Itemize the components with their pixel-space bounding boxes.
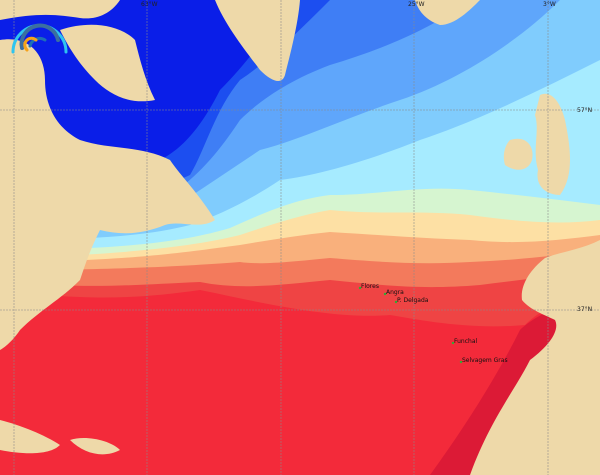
place-funchal[interactable]: Funchal [451,338,478,345]
place-ponta-delgada[interactable]: P. Delgada [394,297,429,304]
place-selvagem-grande[interactable]: Selvagem Gras [459,357,508,364]
longitude-label: 25°W [408,1,425,8]
land-hispaniola [70,438,120,455]
longitude-label: 3°W [543,1,556,8]
svg-text:Angra: Angra [386,289,404,296]
longitude-label: 63°W [141,1,158,8]
land-great-britain [535,93,570,195]
place-angra[interactable]: Angra [383,289,404,296]
land-europe-africa [470,0,600,475]
latitude-label: 37°N [577,306,592,313]
land-greenland [215,0,300,82]
svg-text:Flores: Flores [361,283,379,290]
latitude-label: 57°N [577,107,592,114]
place-flores[interactable]: Flores [358,283,379,290]
land-baffin [0,0,120,20]
land-cuba [0,420,60,454]
land-iceland [415,0,480,25]
svg-text:Selvagem Gras: Selvagem Gras [462,357,508,364]
land-north-america [0,39,215,350]
arc-logo [11,23,68,54]
svg-text:P. Delgada: P. Delgada [397,297,429,304]
svg-text:Funchal: Funchal [454,338,478,345]
land-labrador [60,24,155,102]
land-ireland [503,138,533,170]
